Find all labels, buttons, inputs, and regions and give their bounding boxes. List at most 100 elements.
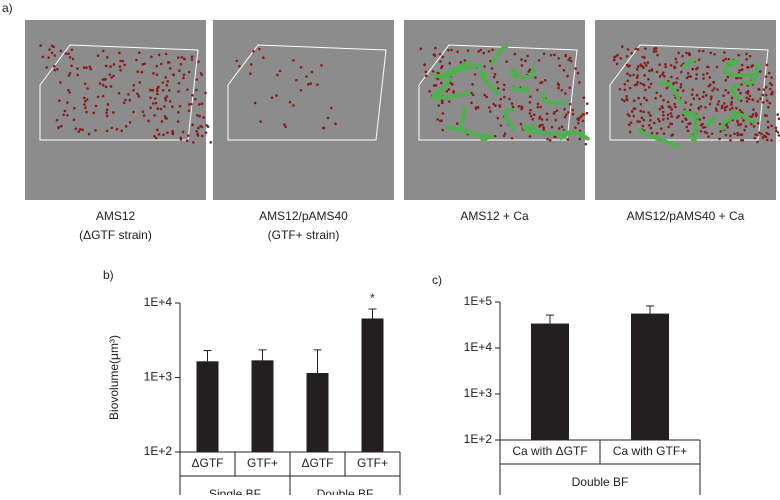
cell [546, 112, 549, 115]
cell [118, 92, 121, 95]
cell [644, 47, 647, 50]
cell [722, 59, 725, 62]
cell [181, 56, 184, 59]
cell [196, 114, 199, 117]
cell [529, 135, 532, 138]
cell [485, 96, 488, 99]
cell [731, 107, 734, 110]
cell [161, 120, 164, 123]
cell [629, 87, 632, 90]
image-caption: (ΔGTF strain) [79, 228, 152, 242]
cell [770, 139, 773, 142]
cell [183, 58, 186, 61]
cell [168, 61, 171, 64]
cell [727, 91, 730, 94]
image-caption: AMS12/pAMS40 + Ca [627, 209, 745, 223]
cell [673, 103, 676, 106]
cell [628, 123, 631, 126]
cell [670, 64, 673, 67]
bar [307, 373, 329, 452]
cell [673, 65, 676, 68]
cell [539, 124, 542, 127]
cell [639, 82, 642, 85]
cell [702, 95, 705, 98]
cell [564, 92, 567, 95]
cell [698, 58, 701, 61]
cell [518, 105, 521, 108]
cell [83, 103, 86, 106]
cell [483, 65, 486, 68]
cell [680, 86, 683, 89]
cell [566, 75, 569, 78]
cell [765, 94, 768, 97]
cell [704, 106, 707, 109]
cell [582, 119, 585, 122]
cell [553, 111, 556, 114]
cell [718, 138, 721, 141]
cell [752, 108, 755, 111]
cell [182, 131, 185, 134]
cell [439, 60, 442, 63]
cell [629, 74, 632, 77]
cell [434, 47, 437, 50]
cell [546, 118, 549, 121]
image-caption: AMS12 + Ca [460, 209, 529, 223]
cell [168, 89, 171, 92]
cell [488, 50, 491, 53]
cell [531, 118, 534, 121]
cell [554, 119, 557, 122]
cell [72, 58, 75, 61]
cell [656, 132, 659, 135]
cell [651, 68, 654, 71]
cell [684, 117, 687, 120]
cell [691, 93, 694, 96]
cell [292, 59, 295, 62]
cell [102, 84, 105, 87]
cell [498, 104, 501, 107]
cell [546, 138, 549, 141]
cell [658, 120, 661, 123]
cell [700, 105, 703, 108]
cell [647, 78, 650, 81]
cell [667, 126, 670, 129]
hypha [482, 135, 492, 139]
cell [719, 130, 722, 133]
cell [420, 47, 423, 50]
cell [725, 79, 728, 82]
cell [179, 105, 182, 108]
cell [766, 99, 769, 102]
cell [725, 134, 728, 137]
cell [647, 61, 650, 64]
cell [109, 65, 112, 68]
cell [204, 92, 207, 95]
cell [662, 99, 665, 102]
cell [491, 48, 494, 51]
cell [541, 124, 544, 127]
cell [157, 86, 160, 89]
cell [741, 134, 744, 137]
cell [162, 134, 165, 137]
cell [496, 117, 499, 120]
cell [118, 52, 121, 55]
cell [765, 132, 768, 135]
cell [619, 57, 622, 60]
cell [194, 98, 197, 101]
cell [702, 50, 705, 53]
cell [54, 54, 57, 57]
cell [53, 65, 56, 68]
cell [123, 64, 126, 67]
cell [470, 101, 473, 104]
cell [690, 103, 693, 106]
cell [644, 89, 647, 92]
cell [496, 81, 499, 84]
cell [695, 77, 698, 80]
cell [751, 115, 754, 118]
cell [758, 88, 761, 91]
cell [553, 54, 556, 57]
x-tick-label: GTF+ [247, 456, 278, 470]
cell [284, 126, 287, 129]
cell [731, 97, 734, 100]
panel-label: b) [103, 268, 114, 282]
cell [640, 103, 643, 106]
cell [198, 103, 201, 106]
